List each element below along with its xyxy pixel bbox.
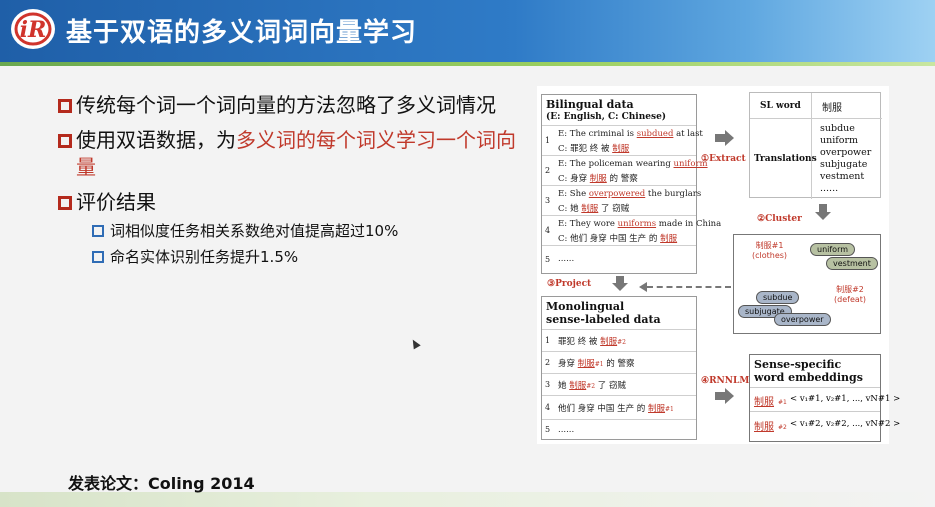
sl-word-value: 制服 <box>822 103 842 114</box>
bilingual-row: 2 E: The policeman wearing uniform C: 身穿… <box>542 155 708 185</box>
translation-item: vestment <box>820 171 865 182</box>
bilingual-row: 5 ...... <box>542 245 696 274</box>
bullet-item: 评价结果 <box>58 189 518 216</box>
translation-item: subjugate <box>820 159 868 170</box>
mono-subtitle: sense-labeled data <box>546 313 661 326</box>
publication-note: 发表论文：Coling 2014 <box>68 474 255 493</box>
method-figure: Bilingual data (E: English, C: Chinese) … <box>537 86 900 444</box>
cluster-arrow-icon <box>819 204 827 212</box>
rnnlm-arrow-icon <box>715 392 725 400</box>
row-number: 4 <box>545 226 551 235</box>
bilingual-title: Bilingual data <box>546 98 634 111</box>
mono-title: Monolingual <box>546 300 625 313</box>
slide-title: 基于双语的多义词词向量学习 <box>66 18 418 48</box>
bilingual-data-box: Bilingual data (E: English, C: Chinese) … <box>541 94 721 274</box>
bullet-item: 使用双语数据，为多义词的每个词义学习一个词向量 <box>58 127 518 181</box>
translation-item: subdue <box>820 123 855 134</box>
translations-list: subdue uniform overpower subjugate vestm… <box>820 123 871 195</box>
pill-overpower: overpower <box>774 313 831 326</box>
row-number: 2 <box>545 166 551 175</box>
extract-arrowhead-icon <box>725 130 734 146</box>
project-dashed-arrow <box>647 286 731 288</box>
embedding-row: 制服 #2 < v₁#2, v₂#2, ..., vN#2 > <box>750 411 900 437</box>
pill-vestment: vestment <box>826 257 878 270</box>
bullet-text: 传统每个词一个词向量的方法忽略了多义词情况 <box>76 93 496 117</box>
sense1-label: 制服#1 (clothes) <box>752 241 788 260</box>
english-sentence: E: The criminal is subdued at last <box>558 129 703 139</box>
cluster-arrowhead-icon <box>815 212 831 220</box>
bilingual-subtitle: (E: English, C: Chinese) <box>546 112 667 122</box>
bullet-item: 传统每个词一个词向量的方法忽略了多义词情况 <box>58 92 518 119</box>
bullet-list: 传统每个词一个词向量的方法忽略了多义词情况 使用双语数据，为多义词的每个词义学习… <box>58 92 518 272</box>
pill-uniform: uniform <box>810 243 856 256</box>
embeddings-title: Sense-specific <box>754 358 842 371</box>
english-sentence: E: She overpowered the burglars <box>558 189 702 199</box>
sub-bullet-square-icon <box>92 225 104 237</box>
sense2-label: 制服#2 (defeat) <box>834 285 867 304</box>
project-down-arrowhead-icon <box>612 283 628 291</box>
step-extract: ①Extract <box>701 154 746 164</box>
step-rnnlm: ④RNNLM <box>701 376 750 386</box>
translations-label: Translations <box>754 154 817 164</box>
svg-text:iR: iR <box>20 17 47 43</box>
institute-logo-icon: iR <box>11 9 55 49</box>
bullet-square-icon <box>58 134 72 148</box>
bullet-text: 评价结果 <box>76 190 156 214</box>
footer-band <box>0 492 935 507</box>
bullet-square-icon <box>58 196 72 210</box>
project-down-arrow-icon <box>616 276 624 283</box>
mono-row: 4 他们 身穿 中国 生产 的 制服#1 <box>542 395 696 419</box>
mono-row: 2 身穿 制服#1 的 警察 <box>542 351 696 373</box>
extract-arrow-icon <box>715 134 725 142</box>
mono-row: 5 ...... <box>542 419 696 440</box>
step-cluster: ②Cluster <box>757 214 802 224</box>
row-number: 3 <box>545 196 551 205</box>
bullet-text: 使用双语数据，为多义词的每个词义学习一个词向量 <box>76 127 518 181</box>
bullet-square-icon <box>58 99 72 113</box>
mono-row: 3 她 制服#2 了 窃贼 <box>542 373 696 395</box>
sl-word-label: SL word <box>760 101 801 111</box>
english-sentence: E: The policeman wearing uniform <box>558 159 708 169</box>
sub-bullet-square-icon <box>92 251 104 263</box>
ellipsis-text: ...... <box>558 254 575 264</box>
header-divider <box>0 62 935 66</box>
bilingual-row: 3 E: She overpowered the burglars C: 她 制… <box>542 185 701 215</box>
monolingual-data-box: Monolingual sense-labeled data 1 罪犯 终 被 … <box>541 296 697 440</box>
cluster-box: 制服#1 (clothes) uniform vestment 制服#2 (defe… <box>733 234 881 334</box>
bullet-text-highlight: 多义词的每个词义学习一个词向量 <box>76 128 516 179</box>
pill-subdue: subdue <box>756 291 800 304</box>
slide-header: iR 基于双语的多义词词向量学习 <box>0 0 935 62</box>
sub-bullet-text: 词相似度任务相关系数绝对值提高超过10% <box>110 222 399 240</box>
translation-item: overpower <box>820 147 872 158</box>
chinese-sentence: C: 他们 身穿 中国 生产 的 制服 <box>558 234 678 244</box>
sub-bullet-item: 词相似度任务相关系数绝对值提高超过10% <box>92 220 518 242</box>
step-project: ③Project <box>547 279 592 289</box>
chinese-sentence: C: 身穿 制服 的 警察 <box>558 174 638 184</box>
row-number: 5 <box>545 255 551 264</box>
row-number: 1 <box>545 136 551 145</box>
chinese-sentence: C: 她 制服 了 窃贼 <box>558 204 630 214</box>
embedding-row: 制服 #1 < v₁#1, v₂#1, ..., vN#1 > <box>750 387 900 411</box>
translation-item: uniform <box>820 135 859 146</box>
bullet-text-plain: 使用双语数据，为 <box>76 128 236 152</box>
bilingual-row: 1 E: The criminal is subdued at last C: … <box>542 125 703 155</box>
sub-bullet-text: 命名实体识别任务提升1.5% <box>110 248 299 266</box>
rnnlm-arrowhead-icon <box>725 388 734 404</box>
embeddings-box: Sense-specific word embeddings 制服 #1 < v₁… <box>749 354 900 442</box>
translation-table: SL word 制服 Translations subdue uniform o… <box>749 92 882 199</box>
mono-row: 1 罪犯 终 被 制服#2 <box>542 329 696 351</box>
english-sentence: E: They wore uniforms made in China <box>558 219 722 229</box>
bilingual-row: 4 E: They wore uniforms made in China C:… <box>542 215 721 245</box>
sub-bullet-item: 命名实体识别任务提升1.5% <box>92 246 518 268</box>
translation-item: ...... <box>820 183 839 194</box>
mouse-cursor-icon <box>409 337 421 350</box>
embeddings-subtitle: word embeddings <box>754 371 863 384</box>
chinese-sentence: C: 罪犯 终 被 制服 <box>558 144 630 154</box>
project-arrowhead-icon <box>639 282 647 292</box>
